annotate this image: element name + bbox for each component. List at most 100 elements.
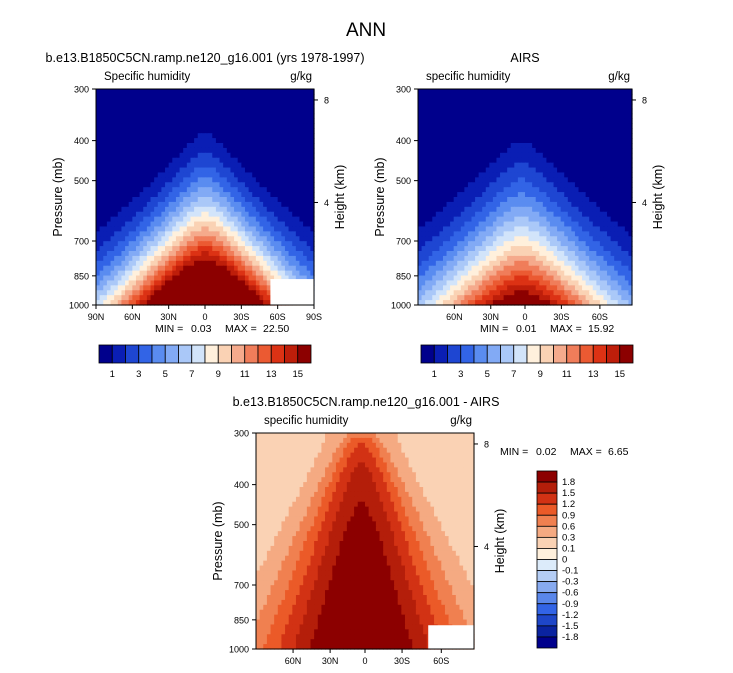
contour-cell bbox=[528, 108, 533, 115]
contour-cell bbox=[125, 221, 130, 228]
contour-cell bbox=[546, 93, 551, 100]
contour-cell bbox=[464, 167, 469, 174]
contour-cell bbox=[114, 216, 119, 223]
contour-cell bbox=[295, 265, 301, 272]
contour-cell bbox=[168, 177, 173, 183]
contour-cell bbox=[467, 162, 473, 169]
contour-cell bbox=[617, 143, 622, 149]
contour-cell bbox=[219, 177, 224, 183]
contour-cell bbox=[230, 216, 235, 223]
contour-cell bbox=[234, 108, 239, 115]
contour-cell bbox=[121, 246, 126, 252]
contour-cell bbox=[514, 187, 519, 193]
contour-cell bbox=[135, 236, 141, 242]
contour-cell bbox=[186, 260, 192, 267]
contour-cell bbox=[428, 251, 433, 257]
contour-cell bbox=[475, 162, 480, 169]
contour-cell bbox=[299, 275, 304, 282]
contour-cell bbox=[208, 206, 213, 213]
contour-cell bbox=[270, 270, 275, 277]
contour-cell bbox=[560, 98, 565, 105]
contour-cell bbox=[607, 206, 612, 213]
contour-cell bbox=[453, 187, 458, 193]
contour-cell bbox=[418, 89, 423, 95]
contour-cell bbox=[421, 236, 426, 242]
contour-cell bbox=[230, 138, 235, 144]
contour-cell bbox=[165, 192, 170, 198]
contour-cell bbox=[442, 221, 448, 228]
contour-cell bbox=[281, 260, 286, 267]
contour-cell bbox=[194, 162, 199, 169]
contour-cell bbox=[467, 241, 473, 247]
contour-cell bbox=[517, 172, 523, 178]
contour-cell bbox=[161, 138, 166, 144]
contour-cell bbox=[284, 255, 290, 262]
contour-cell bbox=[428, 133, 433, 139]
contour-cell bbox=[135, 103, 141, 110]
contour-cell bbox=[500, 157, 505, 164]
contour-cell bbox=[132, 211, 137, 218]
contour-cell bbox=[277, 162, 282, 169]
contour-cell bbox=[179, 221, 184, 228]
contour-cell bbox=[564, 226, 569, 232]
contour-cell bbox=[624, 108, 630, 115]
contour-cell bbox=[99, 231, 104, 237]
contour-cell bbox=[295, 241, 301, 247]
contour-cell bbox=[150, 89, 155, 95]
contour-cell bbox=[482, 187, 487, 193]
contour-cell bbox=[467, 255, 473, 262]
contour-cell bbox=[525, 108, 530, 115]
contour-cell bbox=[179, 197, 184, 203]
contour-cell bbox=[464, 152, 469, 159]
contour-cell bbox=[425, 211, 430, 218]
contour-cell bbox=[121, 197, 126, 203]
contour-cell bbox=[201, 255, 206, 262]
contour-cell bbox=[475, 211, 480, 218]
contour-cell bbox=[467, 108, 473, 115]
contour-cell bbox=[125, 143, 130, 149]
contour-cell bbox=[567, 236, 572, 242]
contour-cell bbox=[143, 103, 148, 110]
contour-cell bbox=[621, 113, 626, 120]
contour-cell bbox=[517, 93, 523, 100]
contour-cell bbox=[128, 89, 133, 95]
contour-cell bbox=[215, 128, 221, 134]
contour-cell bbox=[453, 211, 458, 218]
contour-cell bbox=[482, 152, 487, 159]
contour-cell bbox=[464, 133, 469, 139]
contour-cell bbox=[439, 275, 444, 282]
contour-cell bbox=[303, 221, 308, 228]
contour-cell bbox=[439, 192, 444, 198]
contour-cell bbox=[450, 152, 455, 159]
contour-cell bbox=[442, 143, 448, 149]
contour-cell bbox=[237, 177, 242, 183]
contour-cell bbox=[539, 152, 544, 159]
contour-cell bbox=[425, 89, 430, 95]
contour-cell bbox=[471, 103, 476, 110]
contour-cell bbox=[230, 290, 235, 296]
contour-cell bbox=[432, 241, 437, 247]
contour-cell bbox=[553, 128, 558, 134]
contour-cell bbox=[306, 206, 311, 213]
contour-cell bbox=[542, 118, 547, 124]
contour-cell bbox=[219, 211, 224, 218]
contour-cell bbox=[521, 187, 526, 193]
contour-cell bbox=[175, 98, 181, 105]
contour-cell bbox=[281, 255, 286, 262]
contour-cell bbox=[578, 118, 583, 124]
contour-cell bbox=[241, 197, 246, 203]
contour-cell bbox=[205, 113, 210, 120]
contour-cell bbox=[421, 123, 426, 129]
contour-cell bbox=[560, 93, 565, 100]
contour-cell bbox=[503, 133, 508, 139]
contour-cell bbox=[237, 251, 242, 257]
contour-cell bbox=[496, 201, 501, 208]
contour-cell bbox=[457, 251, 462, 257]
contour-cell bbox=[223, 290, 228, 296]
contour-cell bbox=[542, 241, 547, 247]
contour-cell bbox=[621, 118, 626, 124]
contour-cell bbox=[589, 197, 594, 203]
contour-cell bbox=[175, 231, 181, 237]
contour-cell bbox=[621, 187, 626, 193]
contour-cell bbox=[135, 275, 141, 282]
